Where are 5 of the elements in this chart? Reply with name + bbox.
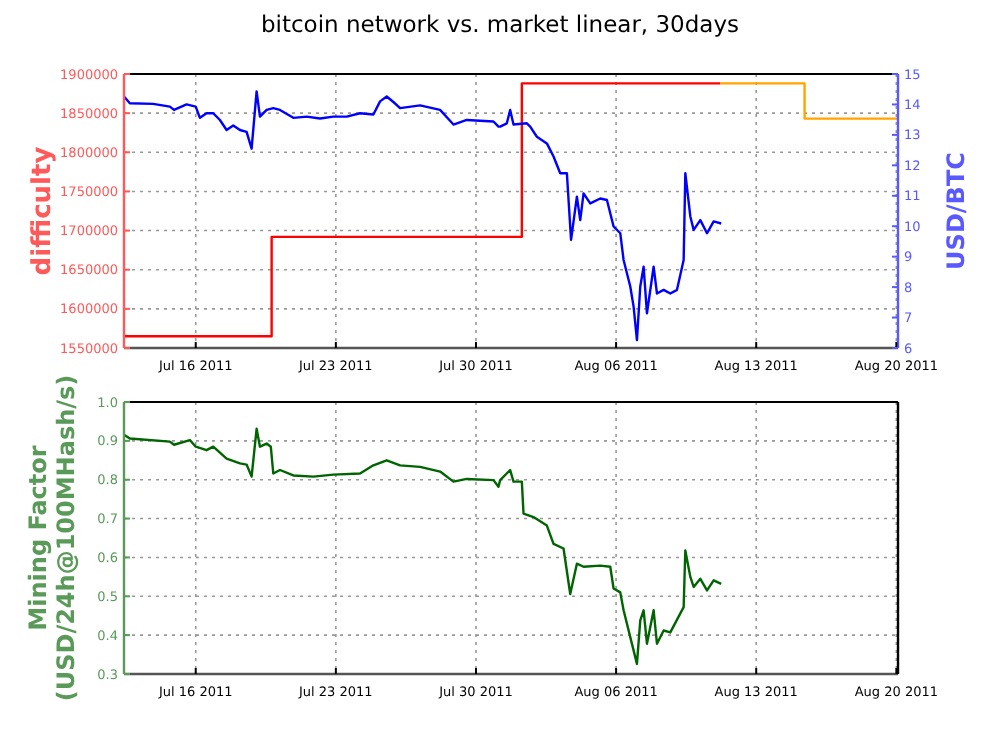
y2-axis-title: USD/BTC [942,151,970,270]
line-series [122,427,723,666]
y-axis-title: difficulty [28,145,58,276]
y-axis-title: Mining Factor (USD/24h@100MHash/s) [24,374,80,702]
chart-title: bitcoin network vs. market linear, 30days [260,10,740,38]
